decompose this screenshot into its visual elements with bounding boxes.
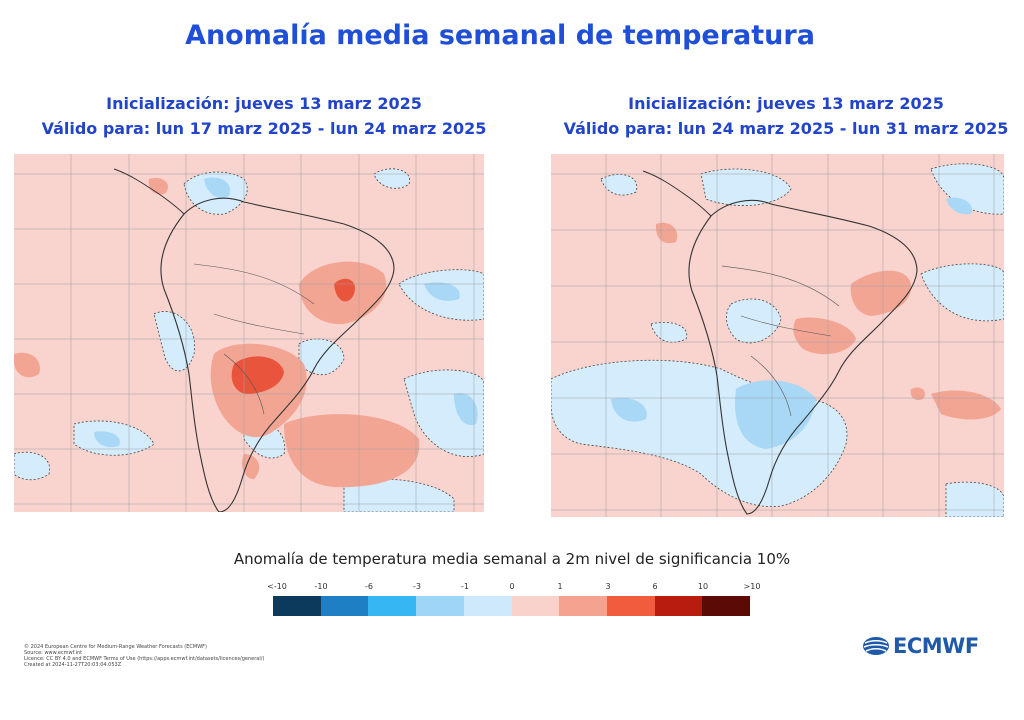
legend-swatch: [368, 596, 417, 616]
left-panel-header: Inicialización: jueves 13 marz 2025 Váli…: [14, 91, 514, 141]
grid-lines: [14, 154, 484, 512]
legend-title: Anomalía de temperatura media semanal a …: [233, 550, 791, 568]
strong-warm-areas: [231, 278, 355, 394]
ecmwf-logo-icon: [863, 637, 889, 655]
right-anomaly-map: [551, 154, 1004, 517]
left-valid-range: Válido para: lun 17 marz 2025 - lun 24 m…: [41, 119, 487, 138]
right-valid-range: Válido para: lun 24 marz 2025 - lun 31 m…: [563, 119, 1009, 138]
grid-lines: [551, 154, 1004, 517]
copyright-credits: © 2024 European Centre for Medium-Range …: [24, 644, 264, 668]
legend-tick: 10: [697, 582, 709, 591]
mid-cool-areas: [611, 197, 972, 449]
right-panel-header: Inicialización: jueves 13 marz 2025 Váli…: [536, 91, 1024, 141]
legend-tick: 6: [652, 582, 658, 591]
legend-swatch: [702, 596, 751, 616]
credit-line: © 2024 European Centre for Medium-Range …: [24, 644, 207, 650]
legend-swatch: [511, 596, 560, 616]
legend-tick-labels: <-10 -10 -6 -3 -1 0 1 3 6 10 >10: [260, 582, 770, 594]
legend-swatch: [559, 596, 607, 616]
legend-tick: 0: [509, 582, 515, 591]
country-borders: [193, 263, 315, 415]
legend-tick: <-10: [267, 582, 287, 591]
credit-line: Created at 2024-11-27T20:03:04.053Z: [24, 662, 122, 668]
legend-tick: -6: [365, 582, 373, 591]
legend-tick: -1: [461, 582, 469, 591]
legend-swatch: [606, 596, 655, 616]
country-borders: [721, 265, 840, 417]
mid-cool-areas: [94, 177, 478, 448]
south-america-coastline: [160, 197, 395, 512]
warm-anomaly-areas: [655, 222, 1001, 420]
south-america-coastline: [688, 199, 918, 515]
left-init-date: Inicialización: jueves 13 marz 2025: [106, 94, 422, 113]
page-title: Anomalía media semanal de temperatura: [185, 20, 815, 51]
legend-tick: -10: [314, 582, 328, 591]
legend-swatch: [416, 596, 464, 616]
legend-swatch: [320, 596, 369, 616]
left-anomaly-map: [14, 154, 484, 512]
credit-line: Licence: CC BY 4.0 and ECMWF Terms of Us…: [24, 656, 265, 662]
legend-tick: -3: [413, 582, 421, 591]
ecmwf-logo: ECMWF: [862, 634, 979, 658]
legend-swatch: [463, 596, 512, 616]
warm-anomaly-areas: [14, 177, 420, 488]
central-america-coastline: [113, 168, 185, 215]
legend-colorbar: [273, 596, 751, 616]
legend-tick: >10: [743, 582, 761, 591]
legend-tick: 1: [557, 582, 563, 591]
credit-line: Source: www.ecmwf.int: [24, 650, 83, 656]
right-init-date: Inicialización: jueves 13 marz 2025: [628, 94, 944, 113]
legend-tick: 3: [605, 582, 611, 591]
central-america-coastline: [642, 170, 712, 217]
ecmwf-logo-text: ECMWF: [893, 634, 979, 658]
legend-swatch: [273, 596, 321, 616]
legend-swatch: [654, 596, 703, 616]
